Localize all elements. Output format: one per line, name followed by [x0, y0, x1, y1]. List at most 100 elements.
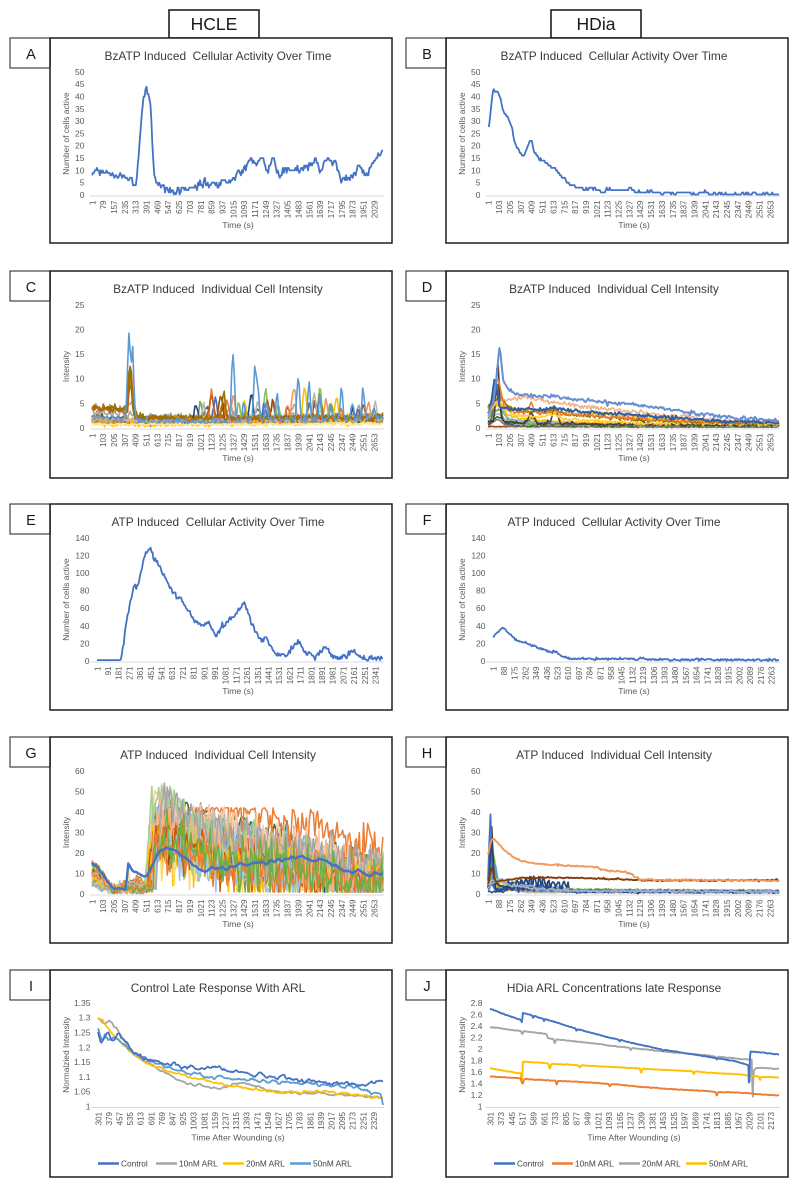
- svg-text:1315: 1315: [232, 1111, 241, 1129]
- svg-text:1093: 1093: [605, 1111, 614, 1129]
- svg-text:20: 20: [80, 638, 90, 648]
- svg-text:1393: 1393: [658, 899, 667, 917]
- svg-text:1.3: 1.3: [79, 1013, 91, 1023]
- svg-text:2551: 2551: [756, 433, 765, 451]
- svg-text:1939: 1939: [317, 1111, 326, 1129]
- svg-text:Normalized Intensity: Normalized Intensity: [457, 1016, 467, 1093]
- svg-text:2176: 2176: [756, 899, 765, 917]
- svg-text:715: 715: [560, 433, 569, 447]
- svg-text:919: 919: [186, 433, 195, 447]
- svg-text:2143: 2143: [316, 899, 325, 917]
- svg-text:1: 1: [478, 1101, 483, 1111]
- svg-text:5: 5: [476, 398, 481, 408]
- svg-text:1: 1: [484, 899, 493, 904]
- svg-text:436: 436: [543, 666, 552, 680]
- svg-text:10nM ARL: 10nM ARL: [575, 1159, 614, 1169]
- svg-text:235: 235: [121, 200, 130, 214]
- svg-text:30: 30: [75, 827, 85, 837]
- svg-text:523: 523: [554, 666, 563, 680]
- svg-text:2173: 2173: [767, 1111, 776, 1129]
- svg-text:1939: 1939: [294, 433, 303, 451]
- svg-text:2: 2: [478, 1044, 483, 1054]
- svg-text:50nM ARL: 50nM ARL: [709, 1159, 748, 1169]
- svg-text:10: 10: [75, 868, 85, 878]
- svg-text:Number of cells active: Number of cells active: [457, 92, 467, 175]
- svg-text:15: 15: [75, 349, 85, 359]
- svg-text:ATP Induced Individual Cell I: ATP Induced Individual Cell Intensity: [516, 748, 712, 762]
- svg-text:2176: 2176: [757, 666, 766, 684]
- svg-text:20: 20: [75, 141, 85, 151]
- svg-text:541: 541: [157, 666, 166, 680]
- svg-text:60: 60: [80, 603, 90, 613]
- svg-text:Number of cells active: Number of cells active: [457, 558, 467, 641]
- svg-text:40: 40: [471, 92, 481, 102]
- svg-text:1: 1: [484, 200, 493, 205]
- svg-text:60: 60: [471, 766, 481, 776]
- svg-text:1237: 1237: [222, 1111, 231, 1129]
- svg-text:25: 25: [471, 300, 481, 310]
- svg-text:409: 409: [132, 899, 141, 913]
- svg-text:1093: 1093: [240, 200, 249, 218]
- svg-text:2041: 2041: [701, 433, 710, 451]
- svg-text:1531: 1531: [647, 433, 656, 451]
- svg-text:0: 0: [476, 423, 481, 433]
- svg-text:1021: 1021: [594, 1111, 603, 1129]
- svg-text:2029: 2029: [370, 200, 379, 218]
- svg-text:1.35: 1.35: [74, 998, 91, 1008]
- svg-text:1: 1: [88, 433, 97, 438]
- svg-text:50nM ARL: 50nM ARL: [313, 1159, 352, 1169]
- svg-text:10: 10: [471, 374, 481, 384]
- svg-text:733: 733: [551, 1111, 560, 1125]
- svg-text:HDia ARL Concentrations late R: HDia ARL Concentrations late Response: [507, 981, 722, 995]
- svg-text:1021: 1021: [197, 433, 206, 451]
- svg-text:1531: 1531: [275, 666, 284, 684]
- svg-text:0: 0: [80, 423, 85, 433]
- svg-text:B: B: [422, 47, 432, 63]
- svg-text:697: 697: [575, 666, 584, 680]
- svg-text:1711: 1711: [297, 666, 306, 684]
- svg-text:Control: Control: [517, 1159, 544, 1169]
- svg-text:Control: Control: [121, 1159, 148, 1169]
- svg-text:1123: 1123: [208, 899, 217, 917]
- svg-text:Time (s): Time (s): [618, 453, 650, 463]
- svg-text:613: 613: [549, 200, 558, 214]
- svg-text:88: 88: [500, 666, 509, 675]
- svg-text:100: 100: [75, 568, 89, 578]
- svg-text:1.05: 1.05: [74, 1087, 91, 1097]
- svg-text:157: 157: [110, 200, 119, 214]
- svg-text:1429: 1429: [240, 899, 249, 917]
- svg-text:Time After Wounding (s): Time After Wounding (s): [587, 1133, 680, 1143]
- svg-text:1531: 1531: [647, 200, 656, 218]
- svg-text:Time (s): Time (s): [222, 686, 254, 696]
- svg-text:20: 20: [471, 325, 481, 335]
- svg-text:1219: 1219: [639, 666, 648, 684]
- svg-text:805: 805: [562, 1111, 571, 1125]
- svg-text:1951: 1951: [360, 200, 369, 218]
- svg-text:1735: 1735: [669, 433, 678, 451]
- svg-text:1021: 1021: [593, 433, 602, 451]
- svg-text:919: 919: [582, 200, 591, 214]
- svg-text:2143: 2143: [316, 433, 325, 451]
- svg-text:1123: 1123: [208, 433, 217, 451]
- svg-text:120: 120: [75, 550, 89, 560]
- svg-text:2653: 2653: [766, 433, 775, 451]
- svg-text:1633: 1633: [262, 899, 271, 917]
- svg-text:Normalzied Intensity: Normalzied Intensity: [61, 1016, 71, 1093]
- svg-text:1306: 1306: [647, 899, 656, 917]
- svg-text:5: 5: [476, 178, 481, 188]
- svg-text:25: 25: [471, 128, 481, 138]
- svg-text:2263: 2263: [768, 666, 777, 684]
- svg-text:817: 817: [175, 433, 184, 447]
- svg-text:103: 103: [99, 433, 108, 447]
- svg-text:I: I: [29, 979, 33, 995]
- svg-text:ATP Induced Cellular Activity: ATP Induced Cellular Activity Over Time: [507, 515, 720, 529]
- svg-text:958: 958: [607, 666, 616, 680]
- svg-text:1837: 1837: [284, 899, 293, 917]
- svg-text:D: D: [422, 280, 432, 296]
- svg-text:181: 181: [115, 666, 124, 680]
- svg-text:1.2: 1.2: [471, 1090, 483, 1100]
- svg-text:1327: 1327: [625, 433, 634, 451]
- svg-text:1441: 1441: [265, 666, 274, 684]
- svg-text:715: 715: [164, 899, 173, 913]
- svg-text:1480: 1480: [669, 899, 678, 917]
